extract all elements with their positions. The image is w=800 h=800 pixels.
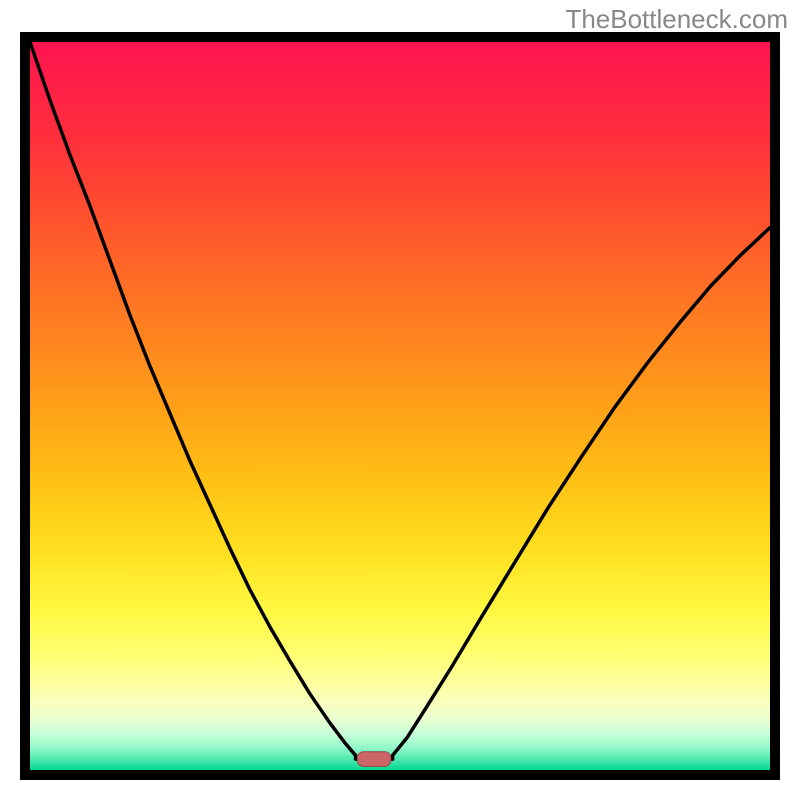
chart-background bbox=[30, 42, 770, 770]
chart-plot-area bbox=[20, 32, 780, 780]
watermark-text: TheBottleneck.com bbox=[565, 4, 788, 35]
optimal-marker bbox=[357, 752, 390, 767]
bottleneck-chart bbox=[30, 42, 770, 770]
